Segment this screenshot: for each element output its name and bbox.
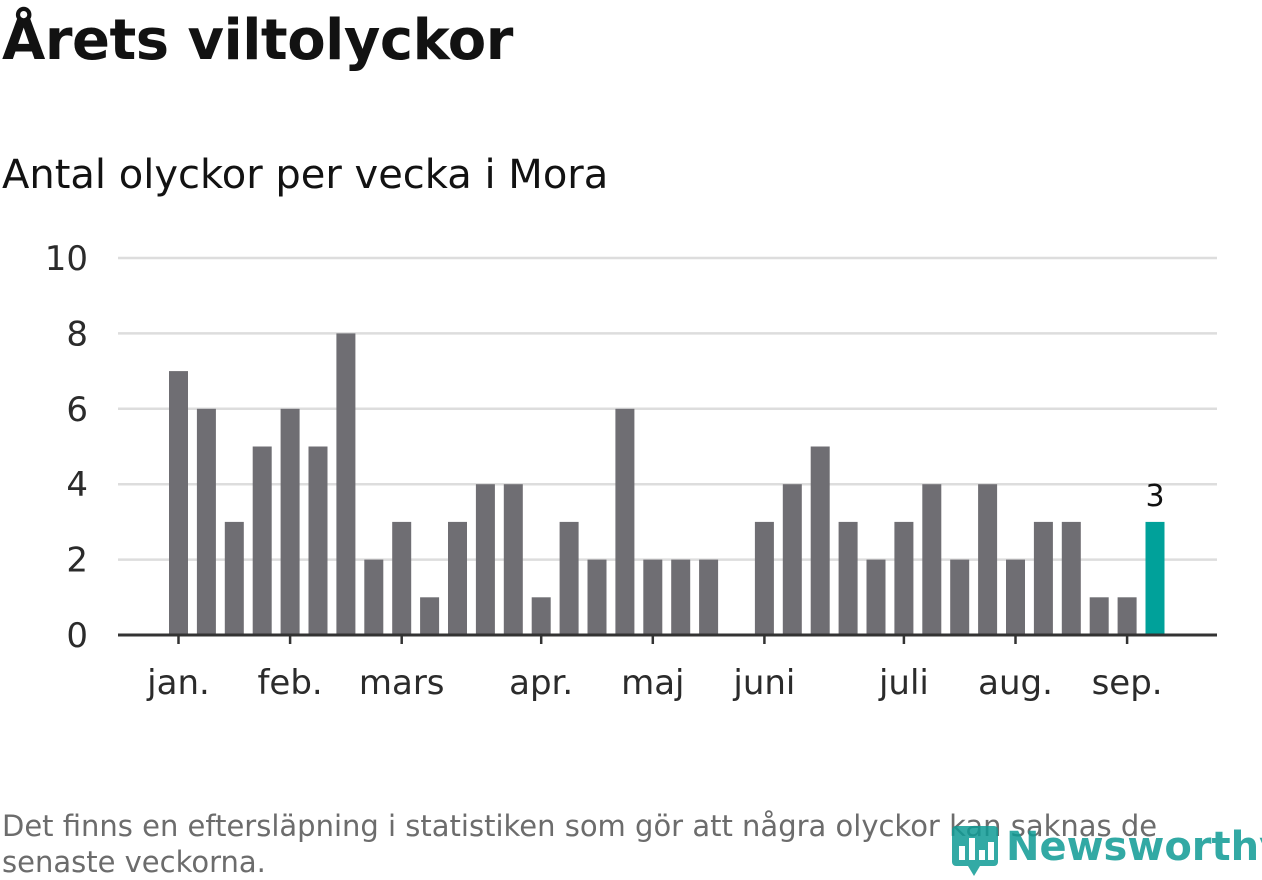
y-tick-label: 10 bbox=[45, 239, 88, 279]
y-tick-label: 8 bbox=[66, 314, 88, 354]
bars bbox=[169, 333, 1165, 635]
x-tick-label: feb. bbox=[257, 663, 322, 703]
bar bbox=[364, 559, 384, 635]
highlighted-bar bbox=[1145, 521, 1165, 635]
x-tick-label: jan. bbox=[146, 663, 210, 703]
bar bbox=[475, 484, 495, 635]
bar bbox=[922, 484, 942, 635]
data-labels: 3 bbox=[1145, 479, 1164, 514]
bar bbox=[1089, 597, 1109, 635]
bar bbox=[1006, 559, 1025, 635]
bar bbox=[1061, 521, 1081, 635]
x-axis-ticks: jan. feb. mars apr. maj juni juli aug. sep. bbox=[146, 635, 1163, 703]
bar bbox=[866, 559, 886, 635]
bar bbox=[838, 521, 858, 635]
bar bbox=[615, 408, 635, 635]
bar bbox=[754, 521, 774, 635]
bar bbox=[392, 521, 412, 635]
newsworthy-logo-icon bbox=[952, 826, 998, 876]
bar bbox=[1033, 521, 1053, 635]
bar bbox=[978, 484, 998, 635]
bar bbox=[699, 559, 719, 635]
x-tick-label: aug. bbox=[978, 663, 1053, 703]
y-tick-label: 2 bbox=[66, 541, 88, 581]
bar bbox=[950, 559, 970, 635]
bar bbox=[782, 484, 802, 635]
chart-title: Årets viltolyckor bbox=[2, 8, 513, 73]
bar bbox=[280, 408, 300, 635]
data-label: 3 bbox=[1145, 479, 1164, 514]
bar bbox=[671, 559, 691, 635]
x-tick-label: maj bbox=[621, 663, 684, 703]
logo-text: Newsworthy bbox=[1006, 824, 1262, 870]
x-tick-label: juli bbox=[878, 663, 929, 703]
bar bbox=[420, 597, 440, 635]
bar bbox=[308, 446, 328, 635]
y-axis-ticks: 0 2 4 6 8 10 bbox=[45, 239, 88, 656]
bar bbox=[643, 559, 663, 635]
x-tick-label: sep. bbox=[1092, 663, 1163, 703]
gridlines bbox=[118, 256, 1217, 561]
bar bbox=[531, 597, 551, 635]
bar bbox=[224, 521, 244, 635]
footnote: Det finns en eftersläpning i statistiken… bbox=[2, 809, 1158, 879]
newsworthy-logo: Newsworthy bbox=[950, 816, 1262, 878]
bar bbox=[810, 446, 830, 635]
bar bbox=[503, 484, 523, 635]
bar bbox=[559, 521, 579, 635]
y-tick-label: 4 bbox=[66, 465, 88, 505]
x-tick-label: juni bbox=[732, 663, 795, 703]
y-tick-label: 6 bbox=[66, 390, 88, 430]
bar bbox=[336, 333, 356, 635]
bar bbox=[169, 371, 188, 635]
bar-chart: 0 2 4 6 8 10 jan. feb. mars apr. maj juni juli aug. s… bbox=[45, 239, 1217, 703]
x-tick-label: mars bbox=[359, 663, 445, 703]
bar bbox=[448, 521, 467, 635]
bar bbox=[587, 559, 607, 635]
bar bbox=[894, 521, 914, 635]
y-tick-label: 0 bbox=[66, 616, 88, 656]
chart-subtitle: Antal olyckor per vecka i Mora bbox=[2, 152, 609, 198]
bar bbox=[1117, 597, 1137, 635]
x-tick-label: apr. bbox=[509, 663, 573, 703]
bar bbox=[196, 408, 216, 635]
bar bbox=[252, 446, 272, 635]
